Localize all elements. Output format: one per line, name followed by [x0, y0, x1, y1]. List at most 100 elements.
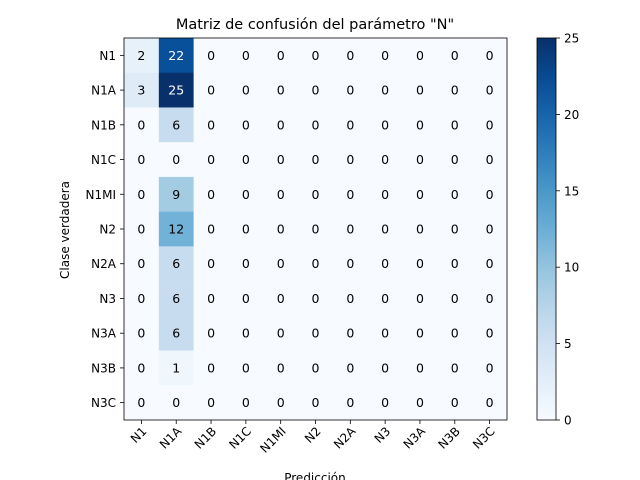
cell-value-label: 0 — [137, 187, 145, 202]
heatmap-cell — [437, 385, 473, 421]
y-tick-label: N2A — [91, 257, 117, 271]
heatmap-cell — [437, 315, 473, 351]
cell-value-label: 0 — [416, 326, 424, 341]
cell-value-label: 25 — [168, 83, 184, 98]
heatmap-cell — [332, 72, 369, 108]
cell-value-label: 0 — [277, 395, 285, 410]
cell-value-label: 1 — [172, 360, 180, 375]
heatmap-cell — [402, 315, 438, 351]
heatmap-cell — [402, 72, 438, 108]
heatmap-cell — [228, 211, 264, 247]
heatmap-cell — [472, 38, 508, 74]
cell-value-label: 0 — [381, 83, 389, 98]
heatmap-cell — [263, 281, 299, 317]
cell-value-label: 12 — [168, 222, 184, 237]
heatmap-cell — [158, 315, 194, 351]
cell-value-label: 0 — [277, 256, 285, 271]
colorbar-tick-label: 15 — [564, 184, 579, 198]
heatmap-cell — [472, 246, 508, 282]
cell-value-label: 0 — [486, 48, 494, 63]
heatmap-cell — [228, 142, 264, 178]
heatmap-cell — [228, 350, 264, 386]
cell-value-label: 0 — [416, 83, 424, 98]
cell-value-label: 0 — [207, 187, 215, 202]
heatmap-cell — [228, 176, 264, 212]
cell-value-label: 0 — [451, 117, 459, 132]
cell-value-label: 0 — [451, 326, 459, 341]
cell-value-label: 0 — [242, 256, 250, 271]
cell-value-label: 0 — [172, 152, 180, 167]
cell-value-label: 0 — [346, 48, 354, 63]
x-tick-label: N1A — [157, 424, 185, 452]
heatmap-cell — [124, 38, 160, 74]
cell-value-label: 0 — [277, 152, 285, 167]
cell-value-label: 0 — [312, 395, 320, 410]
heatmap-cell — [298, 246, 334, 282]
cell-value-label: 0 — [416, 117, 424, 132]
y-tick-label: N1 — [99, 49, 116, 63]
cell-value-label: 0 — [416, 395, 424, 410]
x-tick-label: N1C — [226, 424, 254, 452]
cell-value-label: 6 — [172, 256, 180, 271]
colorbar-tick-label: 10 — [564, 261, 579, 275]
cell-value-label: 0 — [312, 222, 320, 237]
cell-value-label: 0 — [242, 117, 250, 132]
heatmap-cell — [332, 176, 369, 212]
cell-value-label: 0 — [451, 360, 459, 375]
cell-value-label: 0 — [137, 117, 145, 132]
cell-value-label: 0 — [137, 222, 145, 237]
heatmap-cell — [367, 385, 403, 421]
cell-value-label: 0 — [137, 395, 145, 410]
heatmap-cell — [367, 315, 403, 351]
heatmap-cell — [263, 350, 299, 386]
heatmap-cell — [298, 72, 334, 108]
heatmap-cell — [158, 107, 194, 143]
x-tick-label: N1 — [128, 424, 150, 446]
heatmap-cell — [298, 142, 334, 178]
cell-value-label: 0 — [207, 395, 215, 410]
heatmap-cell — [298, 315, 334, 351]
cell-value-label: 6 — [172, 117, 180, 132]
heatmap-cell — [437, 246, 473, 282]
heatmap-cell — [263, 246, 299, 282]
cell-value-label: 0 — [242, 152, 250, 167]
cell-value-label: 0 — [312, 360, 320, 375]
cell-value-label: 9 — [172, 187, 180, 202]
x-tick-label: N3C — [470, 424, 498, 452]
cell-value-label: 6 — [172, 326, 180, 341]
heatmap-cell — [402, 107, 438, 143]
heatmap-cell — [124, 72, 160, 108]
x-tick-label: N2 — [302, 424, 324, 446]
heatmap-cell — [124, 281, 160, 317]
heatmap-cell — [263, 211, 299, 247]
cell-value-label: 0 — [451, 291, 459, 306]
heatmap-cell — [332, 246, 369, 282]
cell-value-label: 0 — [381, 222, 389, 237]
heatmap-cell — [472, 72, 508, 108]
heatmap-cell — [472, 142, 508, 178]
cell-value-label: 0 — [242, 291, 250, 306]
heatmap-cell — [437, 350, 473, 386]
cell-value-label: 0 — [486, 222, 494, 237]
cell-value-label: 0 — [312, 187, 320, 202]
heatmap-cell — [472, 211, 508, 247]
cell-value-label: 0 — [207, 291, 215, 306]
heatmap-cell — [158, 142, 194, 178]
cell-value-label: 3 — [137, 83, 145, 98]
cell-value-label: 0 — [381, 48, 389, 63]
heatmap-cell — [193, 211, 229, 247]
cell-value-label: 0 — [486, 117, 494, 132]
cell-value-label: 0 — [277, 48, 285, 63]
heatmap-cell — [402, 350, 438, 386]
heatmap-cell — [437, 281, 473, 317]
heatmap-cell — [437, 142, 473, 178]
colorbar-tick-label: 5 — [564, 337, 572, 351]
cell-value-label: 0 — [346, 152, 354, 167]
cell-value-label: 0 — [137, 291, 145, 306]
cell-value-label: 0 — [416, 291, 424, 306]
heatmap-cell — [332, 38, 369, 74]
cell-value-label: 0 — [381, 152, 389, 167]
heatmap-cell — [298, 350, 334, 386]
heatmap-cell — [263, 72, 299, 108]
cell-value-label: 0 — [381, 291, 389, 306]
